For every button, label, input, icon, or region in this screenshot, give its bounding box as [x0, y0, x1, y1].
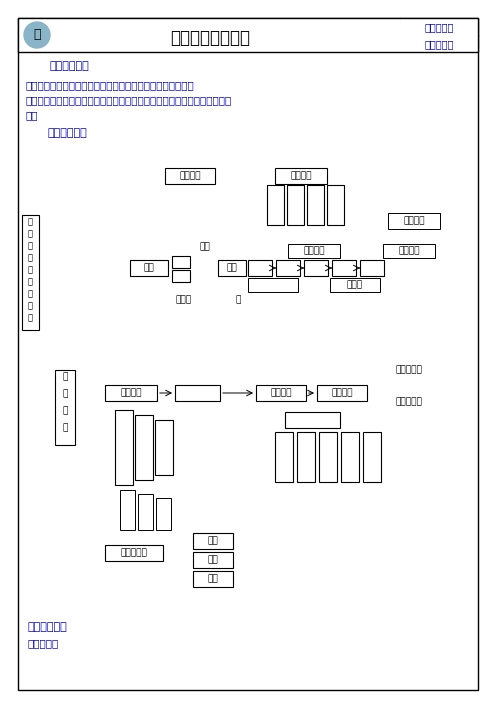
Text: 自: 自 [27, 218, 33, 227]
Text: 工: 工 [62, 406, 67, 416]
Bar [193, 552, 233, 568]
Bar [156, 498, 171, 530]
Bar [165, 168, 215, 184]
Text: 特点: 特点 [208, 555, 218, 564]
Bar [319, 432, 337, 482]
Text: 准备阶段: 准备阶段 [179, 171, 201, 180]
Bar [317, 385, 367, 401]
Bar [341, 432, 359, 482]
Text: 胚胎干细胞: 胚胎干细胞 [121, 548, 147, 557]
Bar [307, 185, 324, 225]
Bar [383, 244, 435, 258]
Bar [256, 385, 306, 401]
Bar [275, 432, 293, 482]
Text: 期: 期 [235, 296, 241, 305]
Text: 程: 程 [62, 423, 67, 432]
Text: 🏔: 🏔 [33, 29, 41, 41]
Bar [193, 571, 233, 587]
Text: 胎: 胎 [62, 390, 67, 399]
Text: 【自主学习】: 【自主学习】 [47, 128, 87, 138]
Bar [275, 168, 327, 184]
Bar [135, 415, 153, 480]
Bar [172, 256, 190, 268]
Text: 受: 受 [27, 241, 33, 251]
Bar [297, 432, 315, 482]
Text: 成熟至: 成熟至 [175, 296, 191, 305]
Bar [105, 385, 157, 401]
Bar [276, 260, 300, 276]
Text: 胚后发育: 胚后发育 [398, 246, 420, 256]
Bar [115, 410, 133, 485]
Text: 胚: 胚 [62, 373, 67, 381]
Text: 策略与反思: 策略与反思 [424, 22, 454, 32]
Bar [18, 18, 478, 52]
Bar [138, 494, 153, 530]
Bar [363, 432, 381, 482]
Bar [330, 278, 380, 292]
Bar [332, 260, 356, 276]
Bar [267, 185, 284, 225]
Bar [105, 545, 163, 561]
Text: 【专题检测】: 【专题检测】 [28, 622, 68, 632]
Text: 然: 然 [27, 230, 33, 239]
Text: 应用: 应用 [208, 574, 218, 583]
Text: 胚: 胚 [27, 277, 33, 286]
Bar [304, 260, 328, 276]
Text: 发: 发 [27, 301, 33, 310]
Bar [172, 270, 190, 282]
Text: 细胞工程专题复习: 细胞工程专题复习 [170, 29, 250, 47]
Text: 体外受精: 体外受精 [120, 388, 142, 397]
Bar [55, 370, 75, 445]
Bar [287, 185, 304, 225]
Text: 生理学基础: 生理学基础 [395, 397, 422, 406]
Bar [130, 260, 168, 276]
Text: 【重点难点】: 【重点难点】 [50, 61, 90, 71]
Text: 与: 与 [27, 265, 33, 274]
Text: 来源: 来源 [208, 536, 218, 545]
Circle shape [24, 22, 50, 48]
Text: 获卵: 获卵 [200, 242, 211, 251]
Bar [327, 185, 344, 225]
Bar [285, 412, 340, 428]
Text: 胚胎分割: 胚胎分割 [270, 388, 292, 397]
Text: 个体发育: 个体发育 [403, 216, 425, 225]
Text: 难点：胚胎工程的应用及前景（胚胎移植的基本程序；胚胎分割；胚胎干细: 难点：胚胎工程的应用及前景（胚胎移植的基本程序；胚胎分割；胚胎干细 [26, 95, 232, 105]
Text: 成体: 成体 [144, 263, 154, 272]
Bar [175, 385, 220, 401]
Bar [288, 244, 340, 258]
Bar [193, 533, 233, 549]
Text: 受精: 受精 [227, 263, 238, 272]
Text: 胞）: 胞） [26, 110, 39, 120]
Text: 纠错与归纳: 纠错与归纳 [424, 39, 454, 49]
Bar [155, 420, 173, 475]
Bar [388, 213, 440, 229]
Text: 重点：体内受精和早期胚胎发育；体外受精和早期胚胎培养。: 重点：体内受精和早期胚胎发育；体外受精和早期胚胎培养。 [26, 80, 195, 90]
Text: 一、选择题: 一、选择题 [28, 638, 59, 648]
Text: 精: 精 [27, 253, 33, 263]
Bar [120, 490, 135, 530]
Text: 受精阶段: 受精阶段 [290, 171, 312, 180]
Text: 育: 育 [27, 314, 33, 322]
Bar [22, 215, 39, 330]
Text: 胚胎移植: 胚胎移植 [331, 388, 353, 397]
Text: 现状，意义: 现状，意义 [395, 366, 422, 374]
Text: 滋养层: 滋养层 [347, 281, 363, 289]
Text: 胚胎发育: 胚胎发育 [303, 246, 325, 256]
Bar [248, 278, 298, 292]
Bar [360, 260, 384, 276]
Bar [218, 260, 246, 276]
Bar [248, 260, 272, 276]
Text: 胎: 胎 [27, 289, 33, 298]
